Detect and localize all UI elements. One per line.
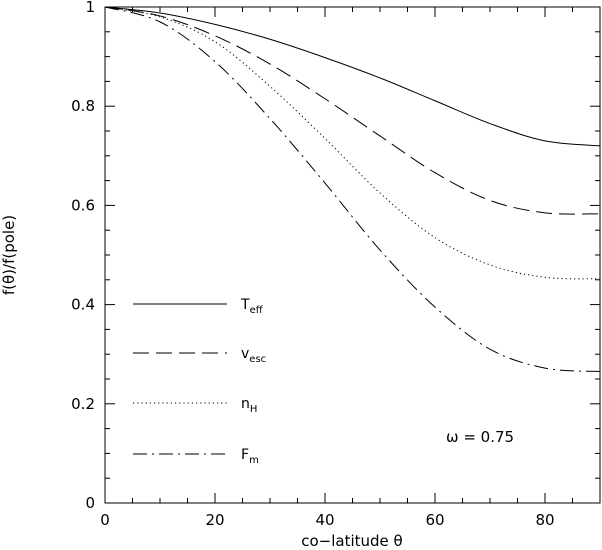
legend: Teff vesc nH Fm	[133, 297, 266, 466]
x-tick-label: 20	[205, 511, 224, 529]
legend-label: nH	[241, 396, 257, 415]
x-tick-label: 80	[535, 511, 554, 529]
legend-label: Fm	[241, 447, 259, 466]
y-tick-label: 0.2	[71, 395, 95, 413]
legend-label: vesc	[241, 346, 266, 365]
axis-ticks	[105, 7, 600, 503]
series-line-vesc	[105, 7, 600, 214]
x-axis-label: co−latitude θ	[301, 532, 402, 550]
omega-annotation: ω = 0.75	[446, 428, 514, 446]
y-tick-label: 1	[85, 0, 95, 16]
series-lines	[105, 7, 600, 372]
series-line-teff	[105, 7, 600, 146]
legend-label: Teff	[240, 297, 264, 316]
series-line-fm	[105, 7, 600, 372]
y-tick-label: 0.6	[71, 196, 95, 214]
plot-border	[105, 7, 600, 503]
x-tick-label: 0	[100, 511, 110, 529]
y-tick-label: 0.8	[71, 97, 95, 115]
x-tick-label: 40	[315, 511, 334, 529]
series-line-nh	[105, 7, 600, 279]
y-tick-label: 0	[85, 494, 95, 512]
y-axis-label: f(θ)/f(pole)	[0, 215, 18, 295]
plot-frame	[105, 7, 600, 503]
x-tick-label: 60	[425, 511, 444, 529]
axis-tick-labels: 0 20 40 60 80 0 0.2 0.4 0.6 0.8 1	[71, 0, 554, 529]
y-tick-label: 0.4	[71, 296, 95, 314]
